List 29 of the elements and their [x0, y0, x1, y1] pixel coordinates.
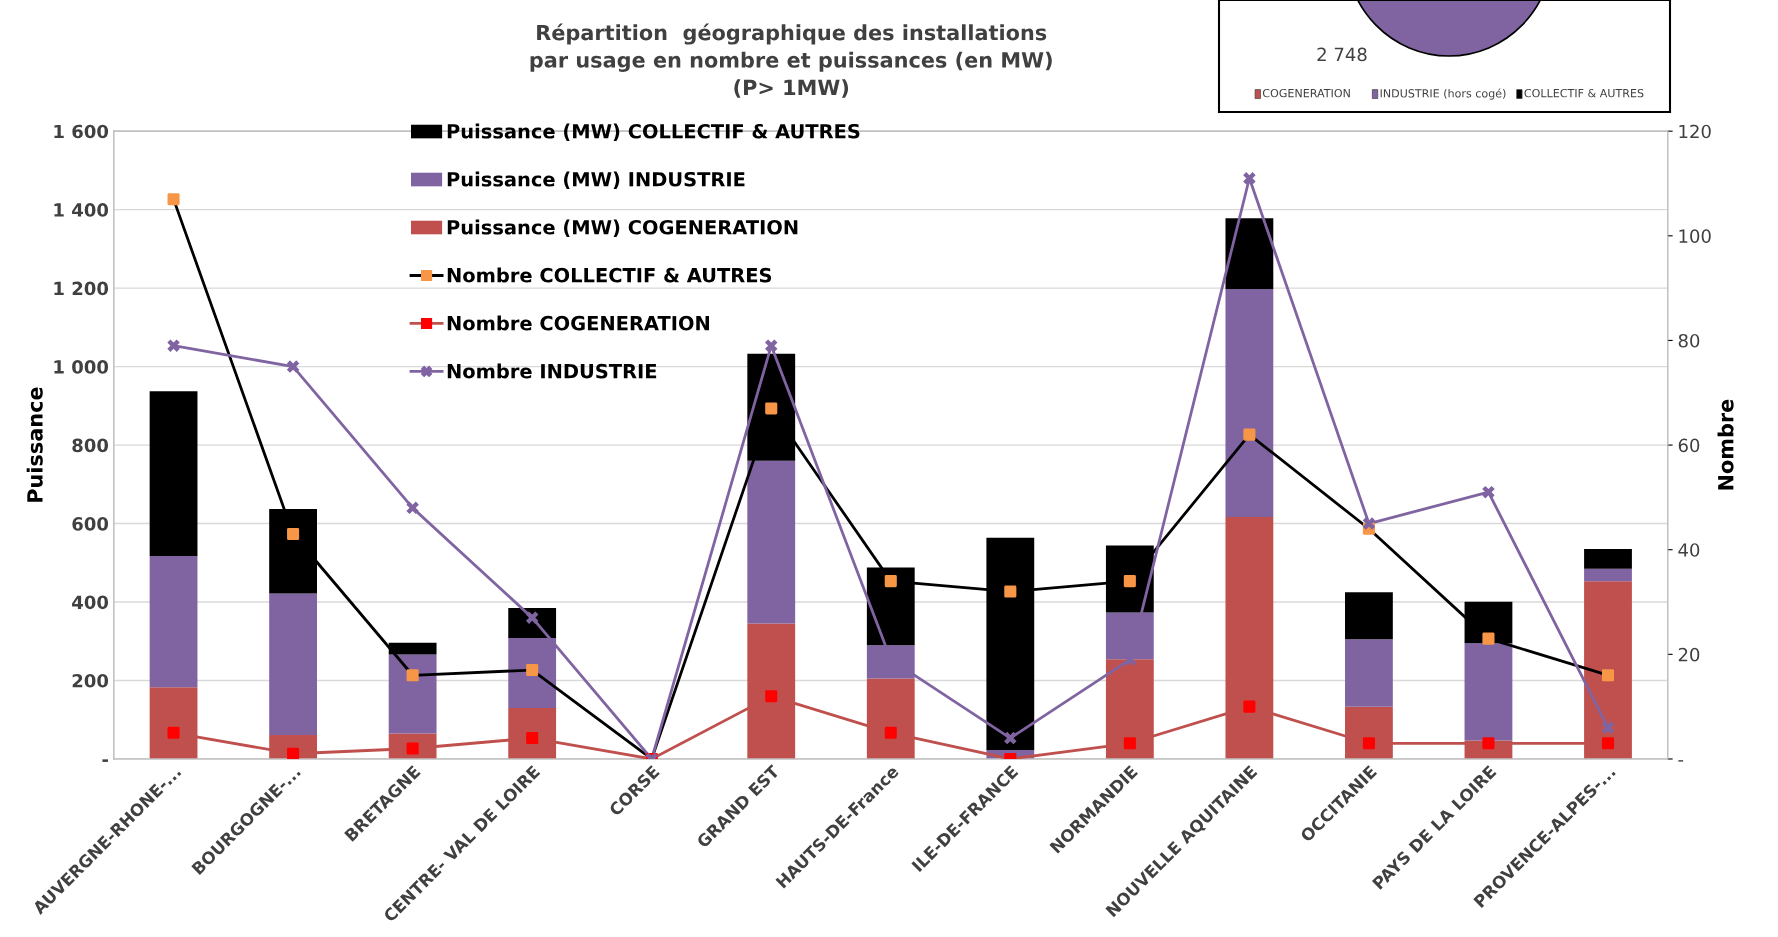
- y-tick-label: 1 000: [54, 360, 109, 374]
- chart-title: Répartition géographique des installations par usage en nombre et puissances (en MW) (P> 1MW): [530, 23, 1052, 98]
- y2-tick-label: 20: [1678, 647, 1700, 662]
- category-label: COLLECTIF & AUTRES: [1524, 88, 1644, 98]
- y-tick-label: 1 400: [54, 203, 109, 217]
- category-label: INDUSTRIE (hors cogé): [1380, 88, 1506, 100]
- y2-tick-label: 100: [1679, 229, 1711, 243]
- y-tick-label: 400: [72, 595, 109, 610]
- y-tick-label: 1 600: [54, 124, 109, 139]
- text: 2 748: [1317, 47, 1367, 62]
- y2-axis-title: Nombre: [1717, 399, 1734, 490]
- y-tick-label: 600: [72, 517, 109, 531]
- y2-tick-label: 120: [1679, 124, 1711, 139]
- legend-label: Puissance (MW) INDUSTRIE: [447, 171, 745, 189]
- y2-tick-label: 60: [1678, 438, 1700, 453]
- category-label: COGENERATION: [1262, 88, 1350, 98]
- y-axis-title: Puissance: [26, 387, 43, 502]
- legend-label: Nombre COGENERATION: [447, 315, 709, 331]
- y-tick-label: 800: [72, 438, 109, 453]
- y2-tick-label: 80: [1678, 333, 1700, 348]
- legend-label: Nombre INDUSTRIE: [447, 363, 657, 379]
- y-tick-label: 200: [72, 673, 109, 688]
- legend-label: Nombre COLLECTIF & AUTRES: [447, 267, 772, 283]
- y2-tick-label: -: [1678, 760, 1684, 762]
- y2-tick-label: 40: [1678, 543, 1700, 557]
- legend-label: Puissance (MW) COLLECTIF & AUTRES: [447, 123, 860, 141]
- legend-label: Puissance (MW) COGENERATION: [447, 219, 798, 237]
- y-tick-label: -: [102, 759, 108, 762]
- y-tick-label: 1 200: [54, 281, 109, 296]
